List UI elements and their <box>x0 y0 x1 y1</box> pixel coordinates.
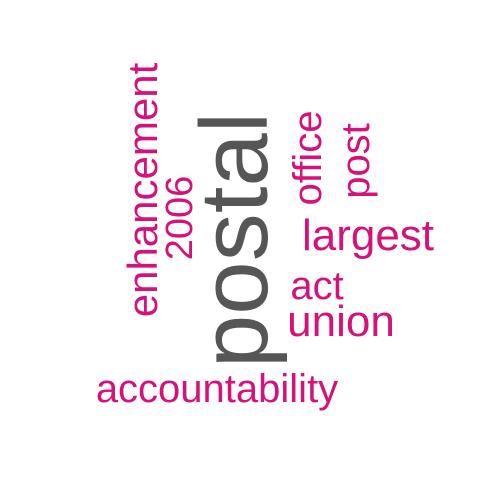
word-accountability: accountability <box>95 367 339 411</box>
word-largest: largest <box>301 211 435 260</box>
word-union: union <box>287 297 395 346</box>
word-act: act <box>290 264 344 308</box>
word-post: post <box>334 123 378 199</box>
word-2006: 2006 <box>159 175 201 261</box>
word-enhancement: enhancement <box>119 62 166 318</box>
word-office: office <box>286 110 330 206</box>
word-postal: postal <box>181 111 288 369</box>
